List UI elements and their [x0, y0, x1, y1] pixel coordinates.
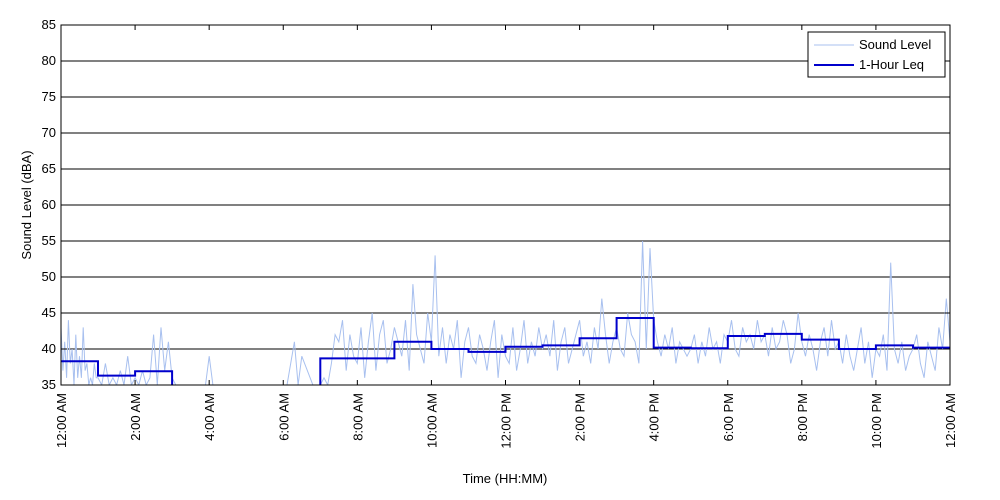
- series-layer: [61, 240, 950, 385]
- x-tick-label: 2:00 PM: [573, 393, 588, 441]
- x-axis: 12:00 AM 2:00 AM 4:00 AM 6:00 AM 8:00 AM 10:0…: [54, 25, 958, 449]
- y-tick-label: 70: [42, 125, 56, 140]
- x-tick-label: 4:00 AM: [202, 393, 217, 441]
- legend-box: [807, 31, 946, 78]
- series-sound-level-line: [61, 240, 950, 385]
- gridlines: [61, 60, 950, 350]
- x-tick-label: 10:00 PM: [869, 393, 884, 449]
- legend-label-sound-level: Sound Level: [859, 37, 931, 52]
- y-tick-label: 80: [42, 53, 56, 68]
- x-tick-label: 6:00 AM: [276, 393, 291, 441]
- x-tick-label: 12:00 AM: [54, 393, 69, 448]
- y-tick-label: 60: [42, 197, 56, 212]
- y-axis: 35 40 45 50 55 60 65 70 75 80 85: [42, 17, 950, 392]
- x-tick-label: 12:00 AM: [943, 393, 958, 448]
- y-tick-label: 35: [42, 377, 56, 392]
- y-tick-label: 85: [42, 17, 56, 32]
- y-tick-label: 40: [42, 341, 56, 356]
- y-tick-label: 75: [42, 89, 56, 104]
- x-tick-label: 2:00 AM: [128, 393, 143, 441]
- x-tick-label: 8:00 AM: [350, 393, 365, 441]
- x-tick-label: 6:00 PM: [721, 393, 736, 441]
- y-tick-label: 65: [42, 161, 56, 176]
- y-tick-label: 50: [42, 269, 56, 284]
- y-axis-label: Sound Level (dBA): [19, 150, 34, 259]
- legend-label-1-hour-leq: 1-Hour Leq: [859, 57, 924, 72]
- legend: Sound Level 1-Hour Leq: [807, 31, 946, 78]
- x-axis-label: Time (HH:MM): [463, 471, 548, 486]
- x-tick-label: 12:00 PM: [499, 393, 514, 449]
- y-tick-label: 55: [42, 233, 56, 248]
- series-1-hour-leq-step: [61, 317, 950, 385]
- y-tick-label: 45: [42, 305, 56, 320]
- x-tick-label: 8:00 PM: [795, 393, 810, 441]
- x-tick-label: 4:00 PM: [647, 393, 662, 441]
- x-tick-label: 10:00 AM: [424, 393, 439, 448]
